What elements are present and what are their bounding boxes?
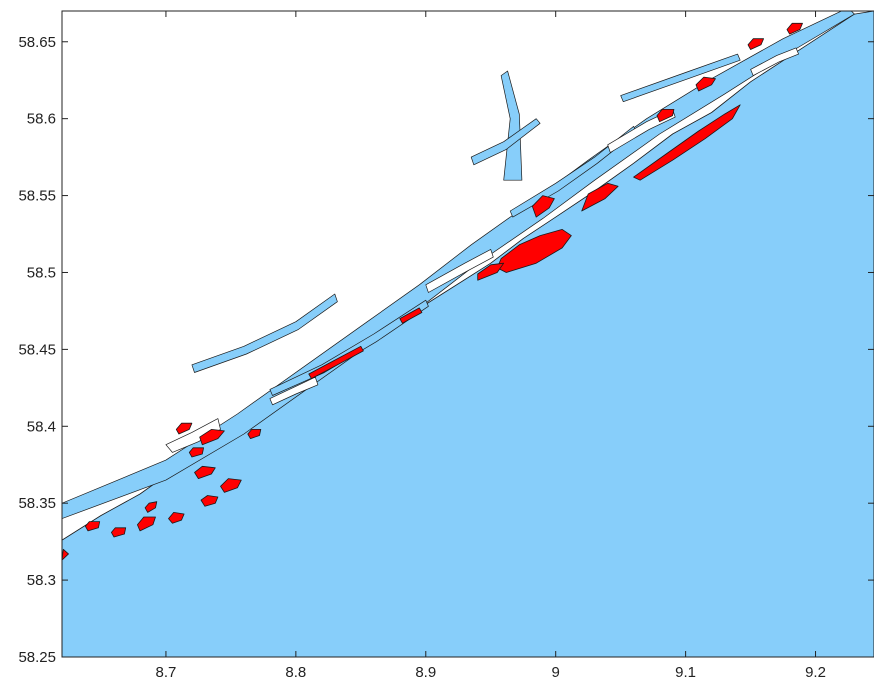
fjord-water — [620, 53, 741, 103]
island — [165, 418, 221, 453]
island — [425, 249, 494, 293]
highlighted-area — [85, 521, 101, 532]
y-tick-label: 58.65 — [18, 34, 56, 51]
plot-frame — [61, 10, 874, 658]
y-tick-label: 58.3 — [27, 572, 56, 589]
highlighted-area — [220, 478, 242, 493]
highlighted-area — [137, 516, 156, 532]
y-axis: 58.25 58.3 58.35 58.4 58.45 58.5 58.55 58.6 58.6… — [18, 34, 874, 666]
highlighted-area — [175, 422, 193, 435]
island — [607, 109, 676, 153]
highlighted-area — [786, 22, 803, 35]
highlighted-area — [188, 447, 204, 458]
x-tick-label: 9 — [552, 664, 560, 681]
y-tick-label: 58.25 — [18, 649, 56, 666]
inland-water-layer — [62, 11, 855, 519]
highlighted-area — [531, 195, 555, 218]
island-layer — [165, 47, 799, 453]
highlighted-area — [111, 527, 127, 538]
y-tick-label: 58.5 — [27, 264, 56, 281]
x-tick-label: 9.1 — [675, 664, 696, 681]
y-tick-label: 58.45 — [18, 341, 56, 358]
highlight-layer — [62, 22, 803, 561]
highlighted-area — [581, 182, 619, 212]
highlighted-area — [199, 429, 225, 446]
highlighted-area — [695, 76, 716, 92]
highlighted-area — [477, 262, 505, 281]
highlighted-area — [656, 109, 675, 123]
highlighted-area — [496, 229, 572, 273]
x-tick-label: 8.9 — [415, 664, 436, 681]
highlighted-area — [194, 465, 216, 479]
highlighted-area — [144, 501, 158, 513]
highlighted-area — [247, 429, 262, 439]
highlighted-area — [62, 548, 69, 561]
island — [269, 376, 319, 406]
highlighted-area — [399, 307, 423, 324]
fjord-water — [470, 118, 541, 166]
x-tick-label: 9.2 — [805, 664, 826, 681]
y-tick-label: 58.6 — [27, 111, 56, 128]
y-tick-label: 58.35 — [18, 495, 56, 512]
highlighted-area — [747, 38, 764, 50]
highlighted-area — [168, 512, 185, 524]
y-tick-label: 58.55 — [18, 188, 56, 205]
highlighted-area — [308, 345, 364, 379]
highlighted-area — [200, 495, 219, 507]
y-tick-label: 58.4 — [27, 418, 56, 435]
highlighted-area — [633, 104, 741, 181]
x-tick-label: 8.7 — [156, 664, 177, 681]
fjord-water — [500, 70, 523, 181]
fjord-water — [269, 299, 429, 396]
plot-area — [61, 10, 874, 658]
island — [750, 47, 799, 76]
fjord-water — [191, 293, 338, 373]
x-tick-label: 8.8 — [285, 664, 306, 681]
x-axis: 8.7 8.8 8.9 9 9.1 9.2 — [156, 11, 826, 681]
